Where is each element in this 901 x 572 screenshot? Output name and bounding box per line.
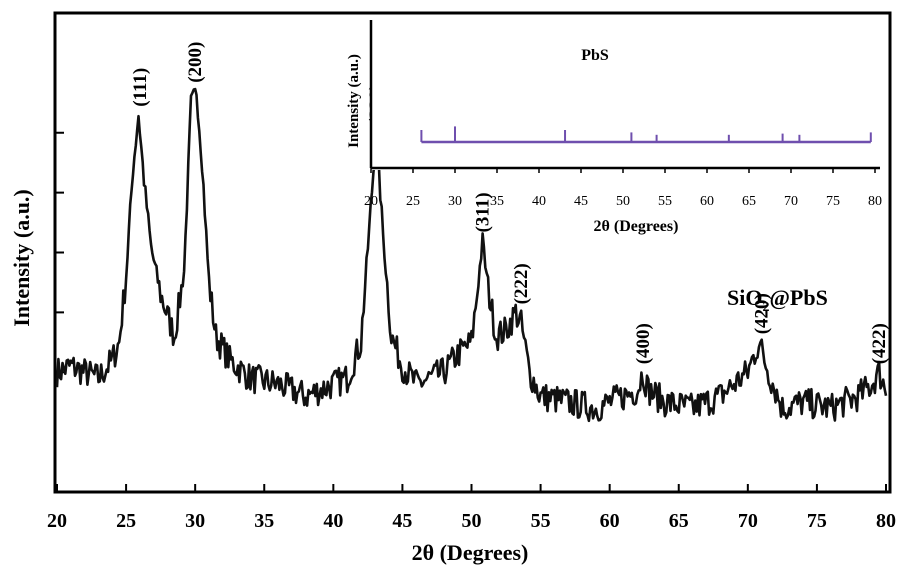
series-line-sio2-pbs <box>55 87 888 423</box>
main-x-tick-labels: 20 25 30 35 40 45 50 55 60 65 70 75 80 <box>47 510 896 532</box>
peak-label: (400) <box>633 323 654 364</box>
peak-label: (311) <box>473 192 494 232</box>
inset-x-tick-label: 30 <box>448 194 462 209</box>
main-x-tick-label: 55 <box>531 510 551 532</box>
inset-x-tick-labels: 20 25 30 35 40 45 50 55 60 65 70 75 80 <box>364 194 882 209</box>
inset-x-tick-label: 45 <box>574 194 588 209</box>
main-x-tick-label: 40 <box>323 510 343 532</box>
main-x-tick-label: 70 <box>738 510 758 532</box>
inset-x-tick-label: 75 <box>826 194 840 209</box>
main-x-tick-label: 65 <box>669 510 689 532</box>
inset-x-tick-label: 70 <box>784 194 798 209</box>
peak-label: (111) <box>130 68 151 107</box>
sample-label-subscript: 2 <box>762 300 769 315</box>
main-x-axis-label: 2θ (Degrees) <box>412 540 529 565</box>
inset-x-tick-label: 65 <box>742 194 756 209</box>
inset-x-tick-label: 60 <box>700 194 714 209</box>
inset-x-ticks <box>370 168 876 173</box>
main-y-axis-label: Intensity (a.u.) <box>9 189 34 327</box>
inset-x-tick-label: 20 <box>364 194 378 209</box>
peak-label: (200) <box>185 42 206 83</box>
sample-label-main: SiO <box>727 285 762 310</box>
sample-label: SiO2@PbS <box>727 285 828 315</box>
peak-label: (222) <box>511 263 532 304</box>
inset-chart: 20 25 30 35 40 45 50 55 60 65 70 75 80 PbS 2θ (Degre… <box>346 18 885 235</box>
inset-y-axis-label: Intensity (a.u.) <box>346 54 362 148</box>
main-x-tick-label: 45 <box>392 510 412 532</box>
main-x-tick-label: 20 <box>47 510 67 532</box>
peak-label: (420) <box>752 293 773 334</box>
inset-x-tick-label: 40 <box>532 194 546 209</box>
main-x-tick-label: 25 <box>116 510 136 532</box>
main-x-tick-label: 35 <box>254 510 274 532</box>
inset-x-tick-label: 25 <box>406 194 420 209</box>
inset-background <box>370 18 885 170</box>
main-x-tick-label: 60 <box>600 510 620 532</box>
inset-x-axis-label: 2θ (Degrees) <box>594 218 679 235</box>
main-x-tick-label: 75 <box>807 510 827 532</box>
peak-label: (422) <box>869 323 890 364</box>
inset-title: PbS <box>581 47 609 64</box>
inset-x-tick-label: 35 <box>490 194 504 209</box>
main-x-ticks <box>56 484 887 492</box>
inset-x-tick-label: 55 <box>658 194 672 209</box>
inset-x-tick-label: 80 <box>868 194 882 209</box>
sample-label-rest: @PbS <box>769 285 827 310</box>
inset-sticks <box>420 126 872 142</box>
main-x-tick-label: 50 <box>462 510 482 532</box>
inset-x-tick-label: 50 <box>616 194 630 209</box>
main-x-tick-label: 80 <box>876 510 896 532</box>
main-x-tick-label: 30 <box>185 510 205 532</box>
